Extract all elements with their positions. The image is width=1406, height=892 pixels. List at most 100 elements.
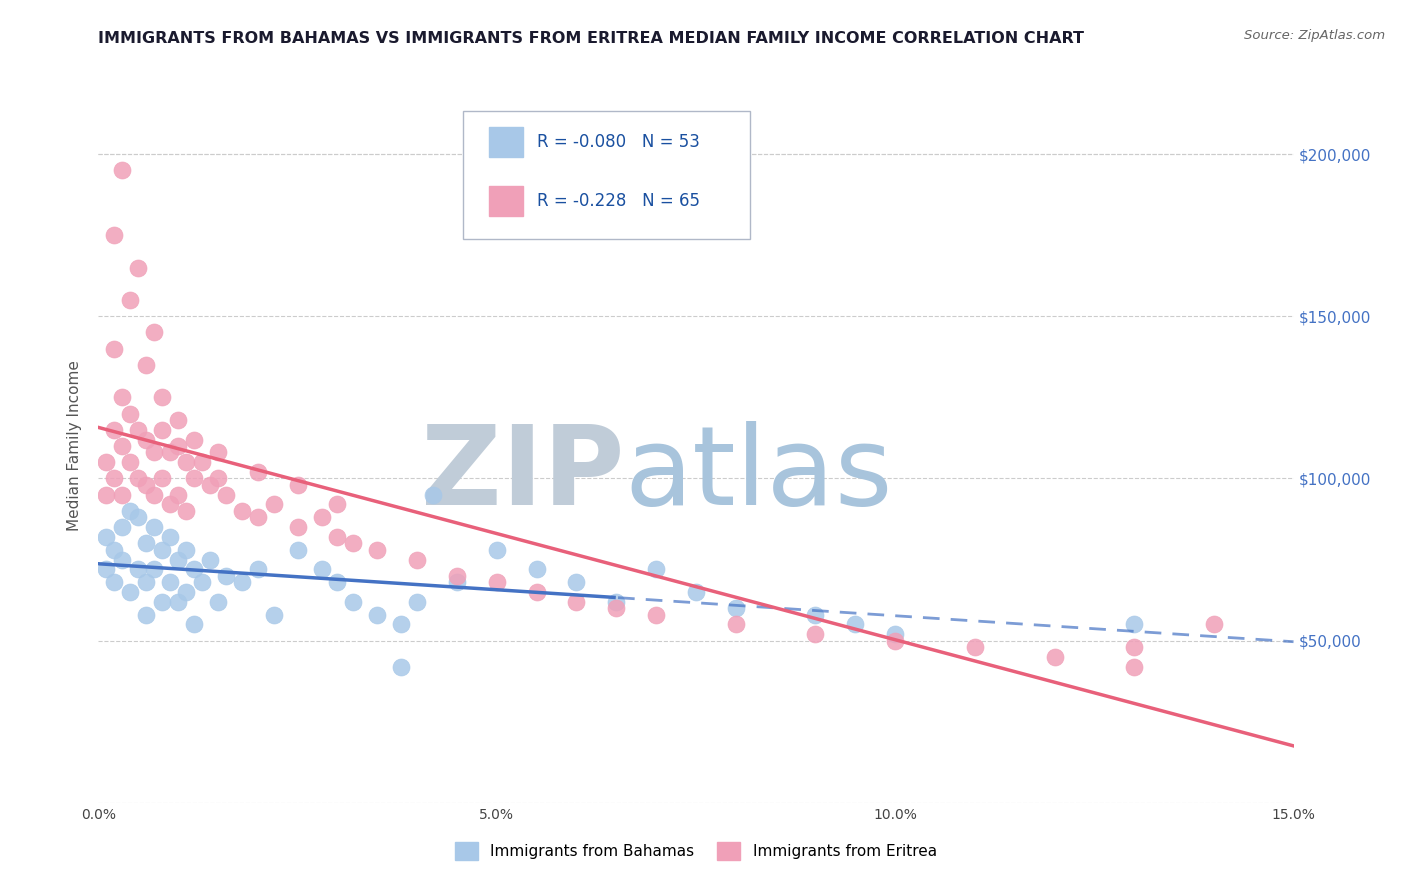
Point (103, 471, 125, 485)
Point (724, 601, 747, 615)
Point (191, 575, 214, 590)
Point (143, 520, 166, 534)
Point (526, 562, 548, 576)
Point (645, 562, 668, 576)
Point (127, 423, 149, 437)
Point (565, 595, 588, 609)
Point (446, 568, 468, 582)
Point (215, 568, 238, 582)
Point (198, 478, 221, 492)
Point (174, 542, 197, 557)
Point (884, 633, 907, 648)
Point (231, 575, 253, 590)
Point (183, 617, 205, 632)
Point (246, 510, 269, 524)
Point (135, 478, 157, 492)
Point (246, 562, 269, 576)
Point (246, 465, 269, 479)
Bar (489, 127, 523, 157)
Point (127, 562, 149, 576)
Point (198, 552, 221, 566)
Point (174, 585, 197, 599)
Point (207, 595, 229, 609)
Point (311, 562, 333, 576)
Text: R = -0.228   N = 65: R = -0.228 N = 65 (537, 193, 700, 211)
Point (406, 595, 429, 609)
Point (215, 488, 238, 502)
Point (143, 562, 166, 576)
Bar (489, 186, 523, 216)
Point (191, 455, 214, 469)
Point (143, 488, 166, 502)
Y-axis label: Median Family Income: Median Family Income (67, 360, 83, 532)
Point (389, 617, 412, 632)
Point (103, 575, 125, 590)
Point (127, 471, 149, 485)
Point (1043, 649, 1066, 664)
Point (526, 585, 548, 599)
Point (1202, 617, 1225, 632)
Point (167, 439, 190, 453)
Point (263, 607, 285, 622)
Point (231, 504, 253, 518)
Point (111, 439, 134, 453)
Point (120, 504, 142, 518)
Point (565, 575, 588, 590)
Point (844, 617, 866, 632)
Point (111, 163, 134, 178)
Point (287, 542, 309, 557)
Point (143, 326, 166, 340)
Point (326, 575, 349, 590)
Point (111, 520, 134, 534)
Point (159, 530, 181, 544)
Point (804, 607, 827, 622)
Point (804, 627, 827, 641)
Point (311, 510, 333, 524)
Text: R = -0.080   N = 53: R = -0.080 N = 53 (537, 133, 700, 151)
Point (135, 433, 157, 447)
Point (724, 617, 747, 632)
Point (167, 488, 190, 502)
Point (287, 478, 309, 492)
Point (174, 504, 197, 518)
Point (150, 390, 173, 404)
Point (120, 585, 142, 599)
Point (103, 542, 125, 557)
Point (422, 488, 444, 502)
Point (96, 455, 118, 469)
Point (183, 471, 205, 485)
Point (103, 228, 125, 243)
Point (485, 542, 508, 557)
Point (103, 423, 125, 437)
Point (485, 575, 508, 590)
Point (366, 542, 388, 557)
Point (111, 390, 134, 404)
Point (287, 520, 309, 534)
Text: atlas: atlas (624, 421, 893, 528)
Point (120, 455, 142, 469)
Point (127, 260, 149, 275)
Point (143, 445, 166, 459)
Point (150, 471, 173, 485)
Point (135, 575, 157, 590)
Point (159, 575, 181, 590)
Point (366, 607, 388, 622)
Point (120, 407, 142, 421)
Point (167, 552, 190, 566)
Point (103, 342, 125, 356)
Point (1123, 659, 1146, 673)
Point (135, 358, 157, 372)
Point (1123, 617, 1146, 632)
Point (326, 530, 349, 544)
Point (884, 627, 907, 641)
Point (342, 595, 364, 609)
Point (174, 455, 197, 469)
Point (605, 595, 627, 609)
Point (167, 595, 190, 609)
Text: IMMIGRANTS FROM BAHAMAS VS IMMIGRANTS FROM ERITREA MEDIAN FAMILY INCOME CORRELAT: IMMIGRANTS FROM BAHAMAS VS IMMIGRANTS FR… (98, 31, 1084, 46)
Point (183, 562, 205, 576)
Point (159, 497, 181, 511)
Text: Source: ZipAtlas.com: Source: ZipAtlas.com (1244, 29, 1385, 42)
Point (326, 497, 349, 511)
Point (150, 595, 173, 609)
